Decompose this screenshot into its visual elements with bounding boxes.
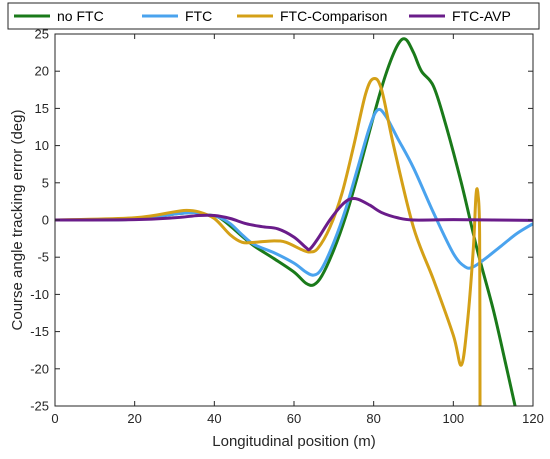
x-tick-label: 0 (51, 411, 58, 426)
series-line-ftc-comparison (55, 76, 482, 406)
y-tick-label: 20 (35, 64, 49, 79)
y-tick-label: 10 (35, 138, 49, 153)
series-layer (55, 37, 533, 406)
legend-entry-no-ftc: no FTC (14, 8, 104, 24)
series-line-ftc-avp (55, 196, 533, 252)
y-tick-label: -20 (30, 361, 49, 376)
x-tick-label: 80 (366, 411, 380, 426)
legend-label-no-ftc: no FTC (57, 8, 104, 24)
legend-label-ftc: FTC (185, 8, 212, 24)
legend-label-ftc-comparison: FTC-Comparison (280, 8, 387, 24)
y-tick-label: 25 (35, 27, 49, 42)
x-tick-label: 60 (287, 411, 301, 426)
y-tick-label: 5 (42, 175, 49, 190)
legend-box (7, 2, 540, 30)
x-tick-label: 120 (522, 411, 544, 426)
y-tick-label: -5 (37, 250, 49, 265)
legend-label-ftc-avp: FTC-AVP (452, 8, 511, 24)
y-tick-label: 15 (35, 101, 49, 116)
x-axis: 0 20 40 60 80 100 120 (51, 34, 544, 426)
series-line-ftc (55, 107, 533, 277)
legend-entry-ftc: FTC (142, 8, 212, 24)
x-tick-label: 100 (442, 411, 464, 426)
legend-entry-ftc-comparison: FTC-Comparison (237, 8, 387, 24)
legend: no FTC FTC FTC-Comparison FTC-AVP (7, 2, 540, 30)
x-tick-label: 40 (207, 411, 221, 426)
y-axis-label: Course angle tracking error (deg) (9, 110, 26, 331)
y-tick-label: 0 (42, 213, 49, 228)
legend-entry-ftc-avp: FTC-AVP (409, 8, 511, 24)
x-axis-label: Longitudinal position (m) (212, 433, 375, 450)
y-tick-label: -25 (30, 399, 49, 414)
series-line-no-ftc (55, 37, 517, 406)
plot-area (54, 33, 534, 407)
y-axis: -25 -20 -15 -10 -5 0 5 10 15 20 25 (30, 27, 533, 414)
y-tick-label: -15 (30, 324, 49, 339)
x-tick-label: 20 (127, 411, 141, 426)
y-tick-label: -10 (30, 287, 49, 302)
